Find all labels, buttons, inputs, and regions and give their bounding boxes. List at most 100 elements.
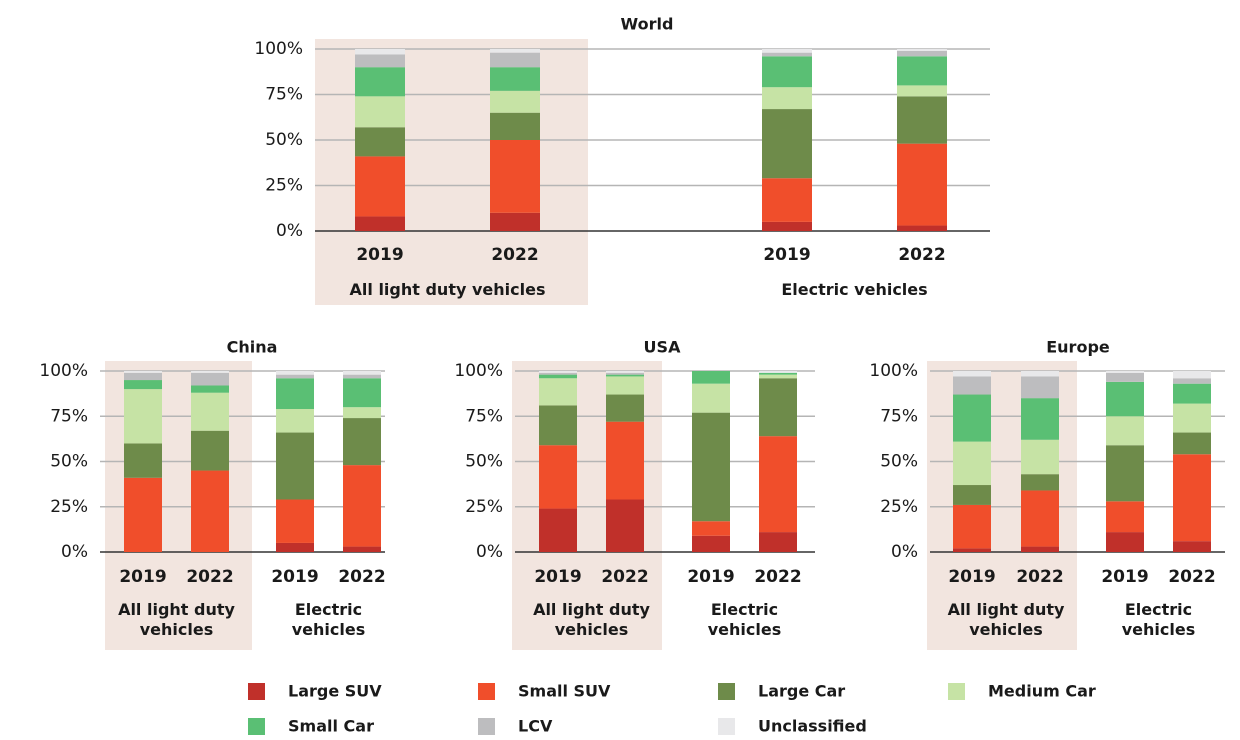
bar-segment — [953, 376, 991, 395]
bar-segment — [124, 477, 162, 552]
chart-title: China — [227, 338, 278, 357]
bar-segment — [762, 49, 812, 53]
y-tick-label: 100% — [254, 39, 303, 59]
legend-label: Small Car — [288, 717, 374, 736]
bar-segment — [1021, 376, 1059, 399]
bar-segment — [276, 378, 314, 410]
bar-segment — [897, 225, 947, 231]
bar-segment — [1173, 383, 1211, 404]
bar-segment — [1173, 541, 1211, 552]
bar-segment — [1021, 398, 1059, 440]
x-tick-label: 2022 — [491, 245, 538, 265]
bar-segment — [762, 56, 812, 88]
y-tick-label: 100% — [454, 361, 503, 381]
bar-segment — [606, 372, 644, 375]
legend-label: Large SUV — [288, 682, 382, 701]
bar-segment — [1106, 501, 1144, 533]
bar-segment — [953, 371, 991, 377]
bar-segment — [897, 56, 947, 86]
bar-segment — [953, 441, 991, 486]
chart-title: Europe — [1046, 338, 1110, 357]
bar-segment — [490, 140, 540, 213]
group-label: Electric vehicles — [1121, 600, 1196, 639]
bar-segment — [490, 212, 540, 231]
legend-swatch — [718, 718, 735, 735]
y-tick-label: 75% — [465, 406, 503, 426]
y-tick-label: 50% — [465, 452, 503, 472]
bar-segment — [897, 50, 947, 57]
x-tick-label: 2019 — [1101, 567, 1148, 587]
bar-segment — [953, 394, 991, 442]
y-tick-label: 0% — [891, 542, 918, 562]
x-tick-label: 2019 — [119, 567, 166, 587]
bar-segment — [191, 392, 229, 431]
bar-segment — [759, 532, 797, 552]
y-tick-label: 25% — [265, 176, 303, 196]
legend-swatch — [718, 683, 735, 700]
bar-segment — [953, 485, 991, 505]
bar-segment — [539, 371, 577, 373]
y-tick-label: 0% — [276, 221, 303, 241]
bar-segment — [759, 436, 797, 533]
bar-segment — [276, 499, 314, 543]
bar-segment — [124, 389, 162, 444]
legend-label: Unclassified — [758, 717, 867, 736]
bar-segment — [759, 374, 797, 379]
bar-segment — [539, 508, 577, 552]
bar-segment — [606, 499, 644, 552]
y-tick-label: 25% — [50, 497, 88, 517]
bar-segment — [343, 374, 381, 379]
bar-segment — [606, 371, 644, 373]
bar-segment — [762, 87, 812, 110]
y-tick-label: 50% — [50, 452, 88, 472]
bar-segment — [355, 49, 405, 55]
bar-segment — [1106, 532, 1144, 552]
group-label: Electric vehicles — [781, 280, 928, 299]
x-tick-label: 2019 — [948, 567, 995, 587]
bar-segment — [606, 376, 644, 395]
legend-label: LCV — [518, 717, 553, 736]
bar-segment — [897, 85, 947, 97]
y-tick-label: 0% — [476, 542, 503, 562]
y-tick-label: 100% — [869, 361, 918, 381]
chart-title: USA — [644, 338, 682, 357]
group-label: Electric vehicles — [291, 600, 366, 639]
y-tick-label: 75% — [50, 406, 88, 426]
bar-segment — [343, 407, 381, 419]
y-tick-label: 25% — [465, 497, 503, 517]
bar-segment — [276, 374, 314, 379]
y-tick-label: 75% — [265, 85, 303, 105]
bar-segment — [343, 371, 381, 375]
x-tick-label: 2019 — [271, 567, 318, 587]
y-tick-label: 100% — [39, 361, 88, 381]
bar-segment — [539, 378, 577, 406]
bar-segment — [762, 178, 812, 222]
bar-segment — [953, 548, 991, 552]
x-tick-label: 2022 — [338, 567, 385, 587]
bar-segment — [692, 371, 730, 384]
bar-segment — [276, 432, 314, 500]
bar-segment — [124, 371, 162, 373]
y-tick-label: 50% — [880, 452, 918, 472]
bar-segment — [692, 535, 730, 552]
chart-title: World — [621, 15, 674, 34]
legend-swatch — [248, 718, 265, 735]
x-tick-label: 2022 — [898, 245, 945, 265]
bar-segment — [490, 67, 540, 91]
bar-segment — [759, 372, 797, 375]
bar-segment — [355, 156, 405, 217]
bar-segment — [276, 542, 314, 552]
x-tick-label: 2022 — [754, 567, 801, 587]
bar-segment — [539, 445, 577, 509]
bar-segment — [343, 465, 381, 547]
x-tick-label: 2019 — [763, 245, 810, 265]
bar-segment — [191, 430, 229, 471]
bar-segment — [1173, 378, 1211, 384]
x-tick-label: 2022 — [1016, 567, 1063, 587]
bar-segment — [606, 374, 644, 377]
y-tick-label: 25% — [880, 497, 918, 517]
bar-segment — [1021, 474, 1059, 491]
bar-segment — [343, 378, 381, 408]
